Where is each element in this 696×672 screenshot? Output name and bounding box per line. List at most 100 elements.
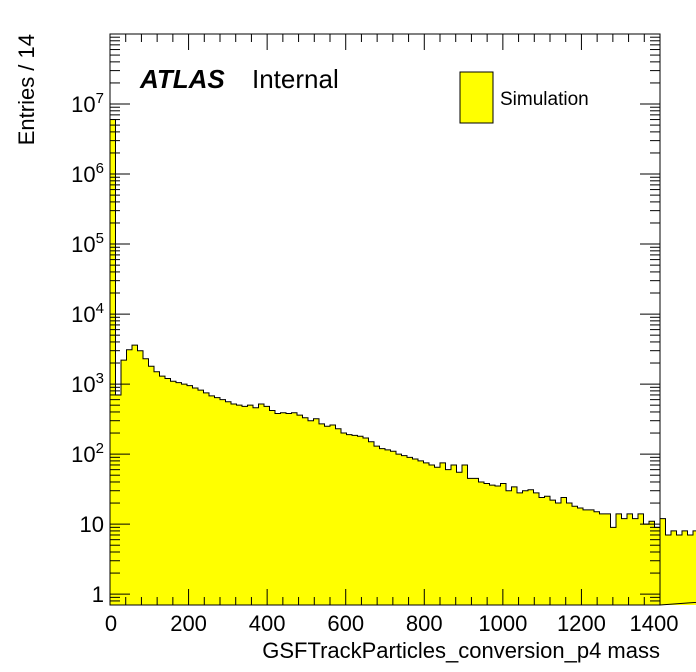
histogram-bar	[176, 382, 182, 605]
histogram-bar	[165, 378, 171, 605]
histogram-bar	[665, 534, 672, 605]
y-tick-label: 102	[71, 440, 104, 467]
histogram-bar	[407, 457, 413, 605]
histogram-bar	[594, 511, 600, 605]
y-tick-label: 103	[71, 370, 104, 397]
histogram-bar	[335, 428, 342, 605]
histogram-bar	[544, 496, 551, 605]
histogram-bar	[627, 513, 633, 605]
histogram-bar	[357, 436, 364, 605]
histogram-bar	[555, 503, 562, 605]
histogram-bars	[110, 119, 696, 606]
histogram-bar	[302, 417, 309, 605]
x-tick-label: 600	[327, 611, 364, 636]
histogram-bar	[401, 455, 408, 605]
histogram-bar	[264, 406, 270, 605]
histogram-bar	[451, 464, 457, 605]
histogram-bar	[676, 534, 683, 605]
histogram-bar	[396, 454, 402, 605]
histogram-bar	[143, 358, 149, 605]
histogram-bar	[132, 345, 138, 605]
histogram-bar	[319, 423, 325, 605]
histogram-bar	[434, 467, 441, 605]
histogram-bar	[181, 384, 188, 605]
histogram-bar	[286, 413, 292, 605]
histogram-bar	[671, 530, 677, 605]
histogram-bar	[170, 381, 177, 605]
histogram-bar	[126, 349, 133, 605]
histogram-bar	[192, 387, 199, 605]
histogram-bar	[588, 509, 595, 605]
histogram-bar	[456, 472, 463, 605]
histogram-bar	[467, 478, 474, 605]
plot-frame	[109, 33, 661, 606]
histogram-bar	[550, 500, 556, 605]
histogram-bar	[539, 497, 545, 605]
histogram-bar	[561, 497, 567, 605]
histogram-bar	[528, 489, 534, 605]
x-tick-label: 0	[105, 611, 117, 636]
x-tick-label: 200	[170, 611, 207, 636]
histogram-bar	[423, 462, 430, 605]
x-axis-title: GSFTrackParticles_conversion_p4 mass	[262, 638, 660, 663]
y-tick-label: 106	[71, 160, 104, 187]
histogram-bar	[517, 492, 523, 605]
y-tick-label: 10	[80, 512, 104, 537]
histogram-bar	[121, 360, 127, 605]
histogram-bar	[291, 412, 298, 605]
histogram-bar	[203, 392, 210, 605]
histogram-bar	[154, 371, 160, 605]
histogram-bar	[231, 403, 237, 605]
histogram-bar	[687, 534, 694, 605]
histogram-bar	[280, 412, 287, 605]
histogram-bar	[214, 397, 221, 605]
histogram-bar	[390, 451, 397, 605]
histogram-bar	[610, 527, 617, 605]
histogram-bar	[616, 513, 622, 605]
histogram-bar	[242, 406, 248, 605]
histogram-bar	[368, 441, 375, 605]
histogram-bar	[522, 490, 529, 605]
y-tick-label: 104	[71, 300, 104, 327]
histogram-bar	[137, 350, 144, 605]
x-tick-label: 1000	[478, 611, 527, 636]
histogram-bar	[511, 486, 518, 605]
histogram-bar	[649, 521, 655, 605]
histogram-bar	[253, 407, 259, 605]
y-axis-title: Entries / 14	[14, 34, 39, 145]
histogram-bar	[599, 513, 606, 605]
histogram-bar	[533, 492, 540, 605]
histogram-bar	[478, 481, 485, 605]
histogram-bar	[225, 401, 232, 605]
y-tick-label: 1	[92, 582, 104, 607]
histogram-bar	[379, 448, 386, 605]
x-tick-label: 1200	[557, 611, 606, 636]
histogram-bar	[489, 485, 496, 605]
histogram-bar	[632, 518, 639, 605]
histogram-bar	[693, 530, 696, 605]
histogram-bar	[445, 469, 452, 605]
atlas-label: ATLAS	[139, 64, 225, 94]
histogram-bar	[110, 119, 116, 606]
axis-ticks	[109, 34, 661, 606]
histogram-bar	[654, 527, 661, 605]
legend-label: Simulation	[500, 89, 589, 110]
histogram-bar	[500, 483, 507, 605]
histogram-bar	[247, 405, 254, 605]
histogram-bar	[324, 426, 331, 605]
x-tick-label: 800	[406, 611, 443, 636]
histogram-bar	[577, 508, 584, 605]
histogram-bar	[275, 413, 281, 605]
histogram-bar	[572, 506, 578, 605]
histogram-bar	[412, 459, 419, 605]
y-tick-labels: 1 10 102 103 104 105 106 107	[71, 90, 104, 607]
histogram-bar	[258, 403, 265, 605]
histogram-bar	[187, 385, 193, 605]
x-tick-labels: 0 200 400 600 800 1000 1200 1400	[105, 611, 679, 636]
histogram-bar	[682, 530, 688, 605]
histogram-bar	[660, 518, 666, 605]
histogram-bar	[313, 418, 320, 605]
histogram-bar	[209, 395, 215, 605]
histogram-bar	[583, 509, 589, 605]
histogram-bar	[220, 399, 226, 605]
